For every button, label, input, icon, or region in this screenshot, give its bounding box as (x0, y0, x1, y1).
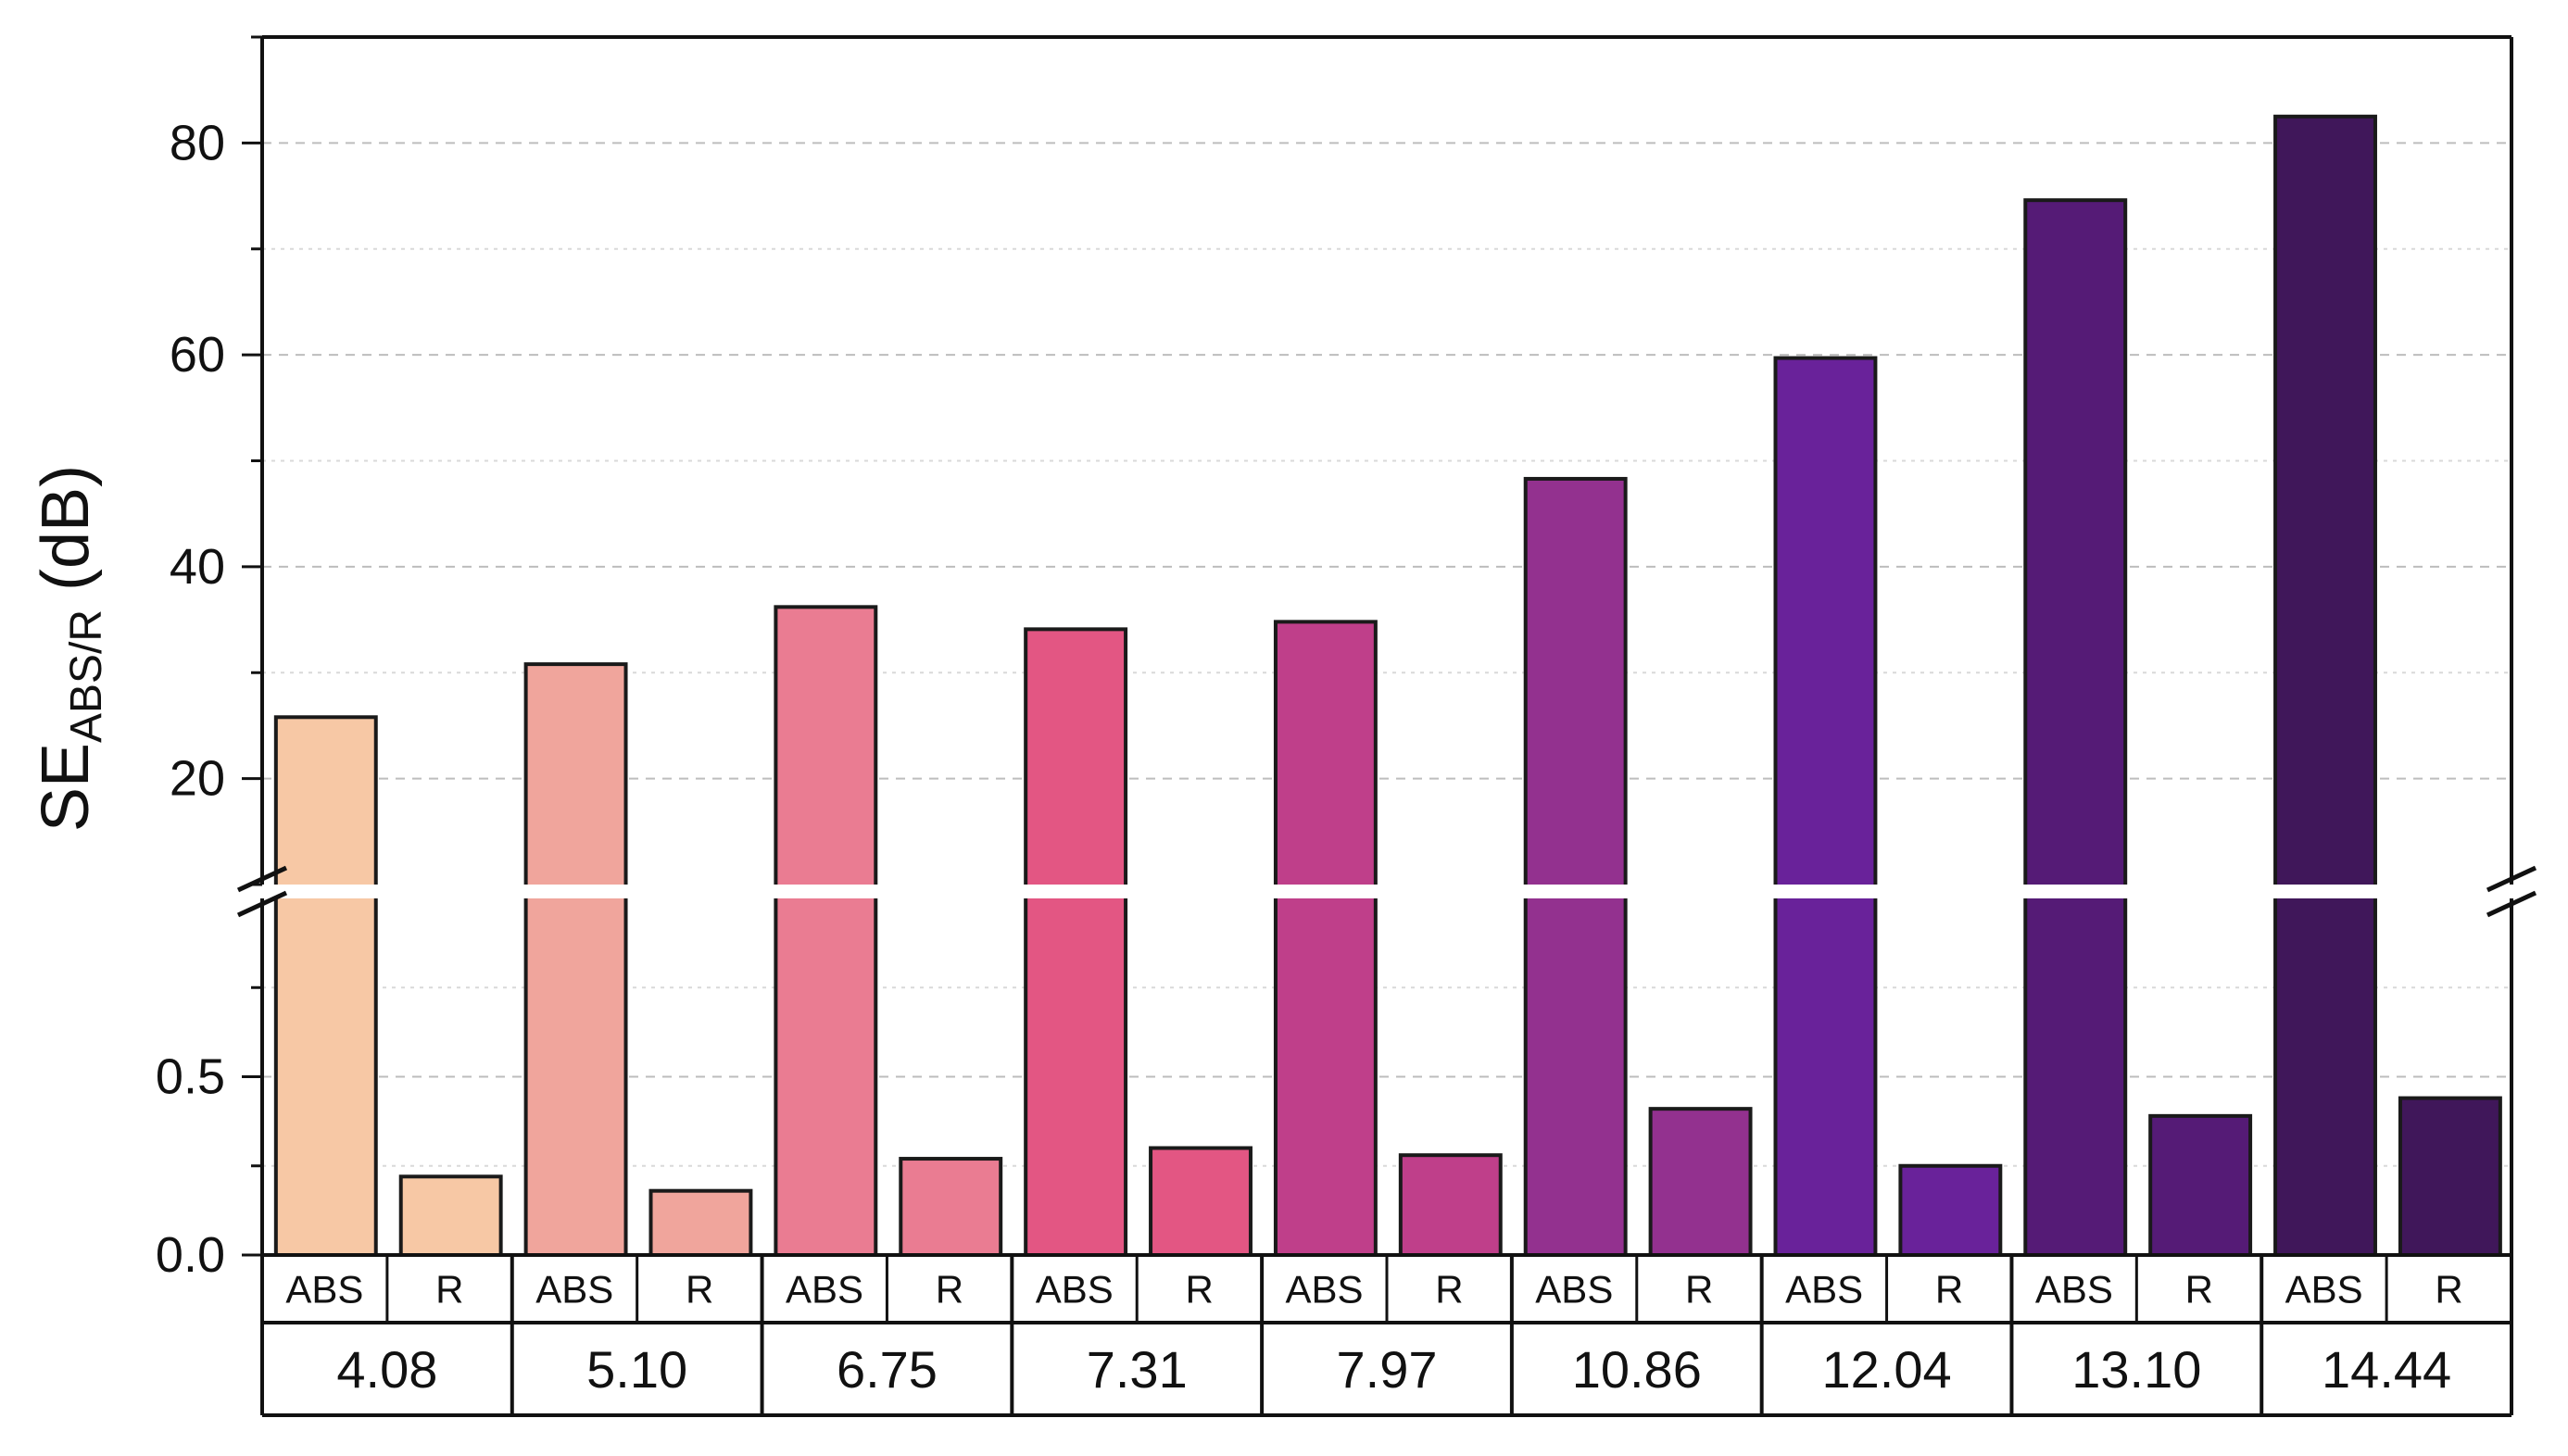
group-label: 4.08 (336, 1340, 437, 1399)
group-label: 6.75 (837, 1340, 938, 1399)
y-axis-label-unit: (dB) (29, 465, 103, 609)
y-axis-label-main: SE (29, 743, 103, 832)
bar-abs-7.97 (1273, 620, 1378, 1257)
bar-label-abs: ABS (535, 1268, 613, 1312)
bar-label-r: R (2435, 1268, 2462, 1312)
y-ticks: 20 40 60 80 0.0 0.5 (156, 35, 262, 1283)
bar-label-r: R (1685, 1268, 1713, 1312)
gridlines (262, 142, 2511, 1167)
bar-label-abs: ABS (1785, 1268, 1863, 1312)
bar-label-r: R (435, 1268, 463, 1312)
y-tick-label: 0.0 (156, 1227, 225, 1283)
y-axis-label-subscript: ABS/R (62, 609, 111, 743)
bar-label-abs: ABS (285, 1268, 363, 1312)
y-tick-label: 0.5 (156, 1049, 225, 1105)
bar-label-abs: ABS (1535, 1268, 1613, 1312)
bar-label-r: R (936, 1268, 963, 1312)
bar-label-r: R (1435, 1268, 1463, 1312)
group-label: 7.97 (1337, 1340, 1438, 1399)
group-label: 13.10 (2071, 1340, 2201, 1399)
bar-r-14.44 (2398, 1096, 2502, 1257)
category-table: ABS R 4.08 ABS R 5.10 ABS R 6.75 ABS R 7.31 ABS R 7.97… (262, 1255, 2511, 1417)
bar-abs-13.10 (2023, 198, 2128, 1258)
y-tick-label: 60 (170, 327, 225, 383)
bar-label-abs: ABS (2035, 1268, 2113, 1312)
y-axis-label: SEABS/R (dB) (29, 465, 111, 832)
bar-label-abs: ABS (1036, 1268, 1114, 1312)
bar-r-7.97 (1398, 1153, 1503, 1257)
y-tick-label: 20 (170, 751, 225, 807)
group-label: 5.10 (586, 1340, 687, 1399)
y-tick-label: 80 (170, 115, 225, 170)
bar-r-7.31 (1149, 1146, 1253, 1257)
bar-r-4.08 (398, 1174, 503, 1258)
group-label: 10.86 (1572, 1340, 1702, 1399)
bar-label-r: R (2185, 1268, 2213, 1312)
bar-label-r: R (1185, 1268, 1213, 1312)
group-label: 12.04 (1821, 1340, 1951, 1399)
bar-abs-10.86 (1523, 476, 1628, 1257)
bar-abs-6.75 (774, 605, 878, 1257)
bar-abs-4.08 (273, 715, 378, 1257)
bar-r-6.75 (899, 1157, 1003, 1258)
bars (225, 114, 2558, 1258)
bar-r-12.04 (1898, 1163, 2003, 1257)
axis-break-gap (225, 885, 2558, 898)
y-tick-label: 40 (170, 539, 225, 595)
bar-label-r: R (1935, 1268, 1963, 1312)
bar-r-5.10 (648, 1188, 753, 1257)
group-label: 14.44 (2322, 1340, 2451, 1399)
group-label: 7.31 (1087, 1340, 1188, 1399)
bar-label-abs: ABS (1286, 1268, 1364, 1312)
bar-abs-5.10 (523, 662, 628, 1257)
bar-label-abs: ABS (2285, 1268, 2363, 1312)
bar-abs-7.31 (1024, 627, 1128, 1257)
bar-abs-14.44 (2273, 114, 2377, 1257)
bar-r-13.10 (2148, 1113, 2253, 1257)
bar-label-abs: ABS (786, 1268, 863, 1312)
bar-r-10.86 (1648, 1107, 1753, 1258)
bar-abs-12.04 (1773, 356, 1878, 1257)
bar-label-r: R (686, 1268, 713, 1312)
